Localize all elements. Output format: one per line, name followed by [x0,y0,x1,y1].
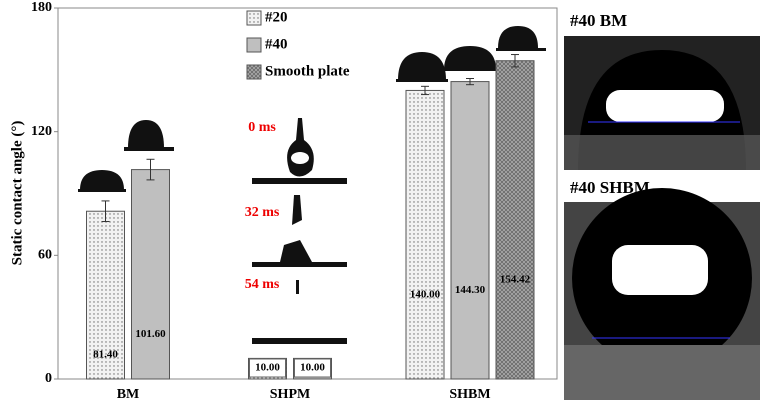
y-tick-label: 180 [31,0,52,15]
value-label: 10.00 [255,362,280,374]
annotation: 0 ms [248,120,276,135]
bar-texture [86,211,125,379]
panel-title: #40 BM [570,11,627,30]
value-label-box [249,358,286,378]
legend-label: #40 [265,36,288,52]
y-axis-label: Static contact angle (°) [9,121,25,266]
value-label: 144.30 [455,284,486,296]
panel-title: #40 SHBM [570,178,650,197]
x-tick-label: BM [117,387,140,402]
x-tick-label: SHPM [270,387,310,402]
droplet-images [78,26,546,344]
bar-texture [496,60,534,380]
bar [131,169,170,380]
value-label-box [294,358,331,378]
bar-texture [406,90,444,379]
side-photos [564,36,760,400]
bar [450,81,490,380]
value-label: 140.00 [410,288,441,300]
annotation: 54 ms [245,277,280,292]
x-tick-label: SHBM [449,387,490,402]
legend-label: Smooth plate [265,63,350,79]
y-tick-label: 120 [31,124,52,139]
value-label: 81.40 [93,349,118,361]
annotation: 32 ms [245,205,280,220]
legend-swatch-texture [247,65,261,79]
y-tick-label: 0 [45,371,52,386]
value-label: 10.00 [300,362,325,374]
value-label: 154.42 [500,273,531,285]
y-tick-label: 60 [38,248,52,263]
legend-label: #20 [265,9,288,25]
value-label: 101.60 [135,328,166,340]
legend-swatch [246,37,262,53]
legend-swatch-texture [247,11,261,25]
